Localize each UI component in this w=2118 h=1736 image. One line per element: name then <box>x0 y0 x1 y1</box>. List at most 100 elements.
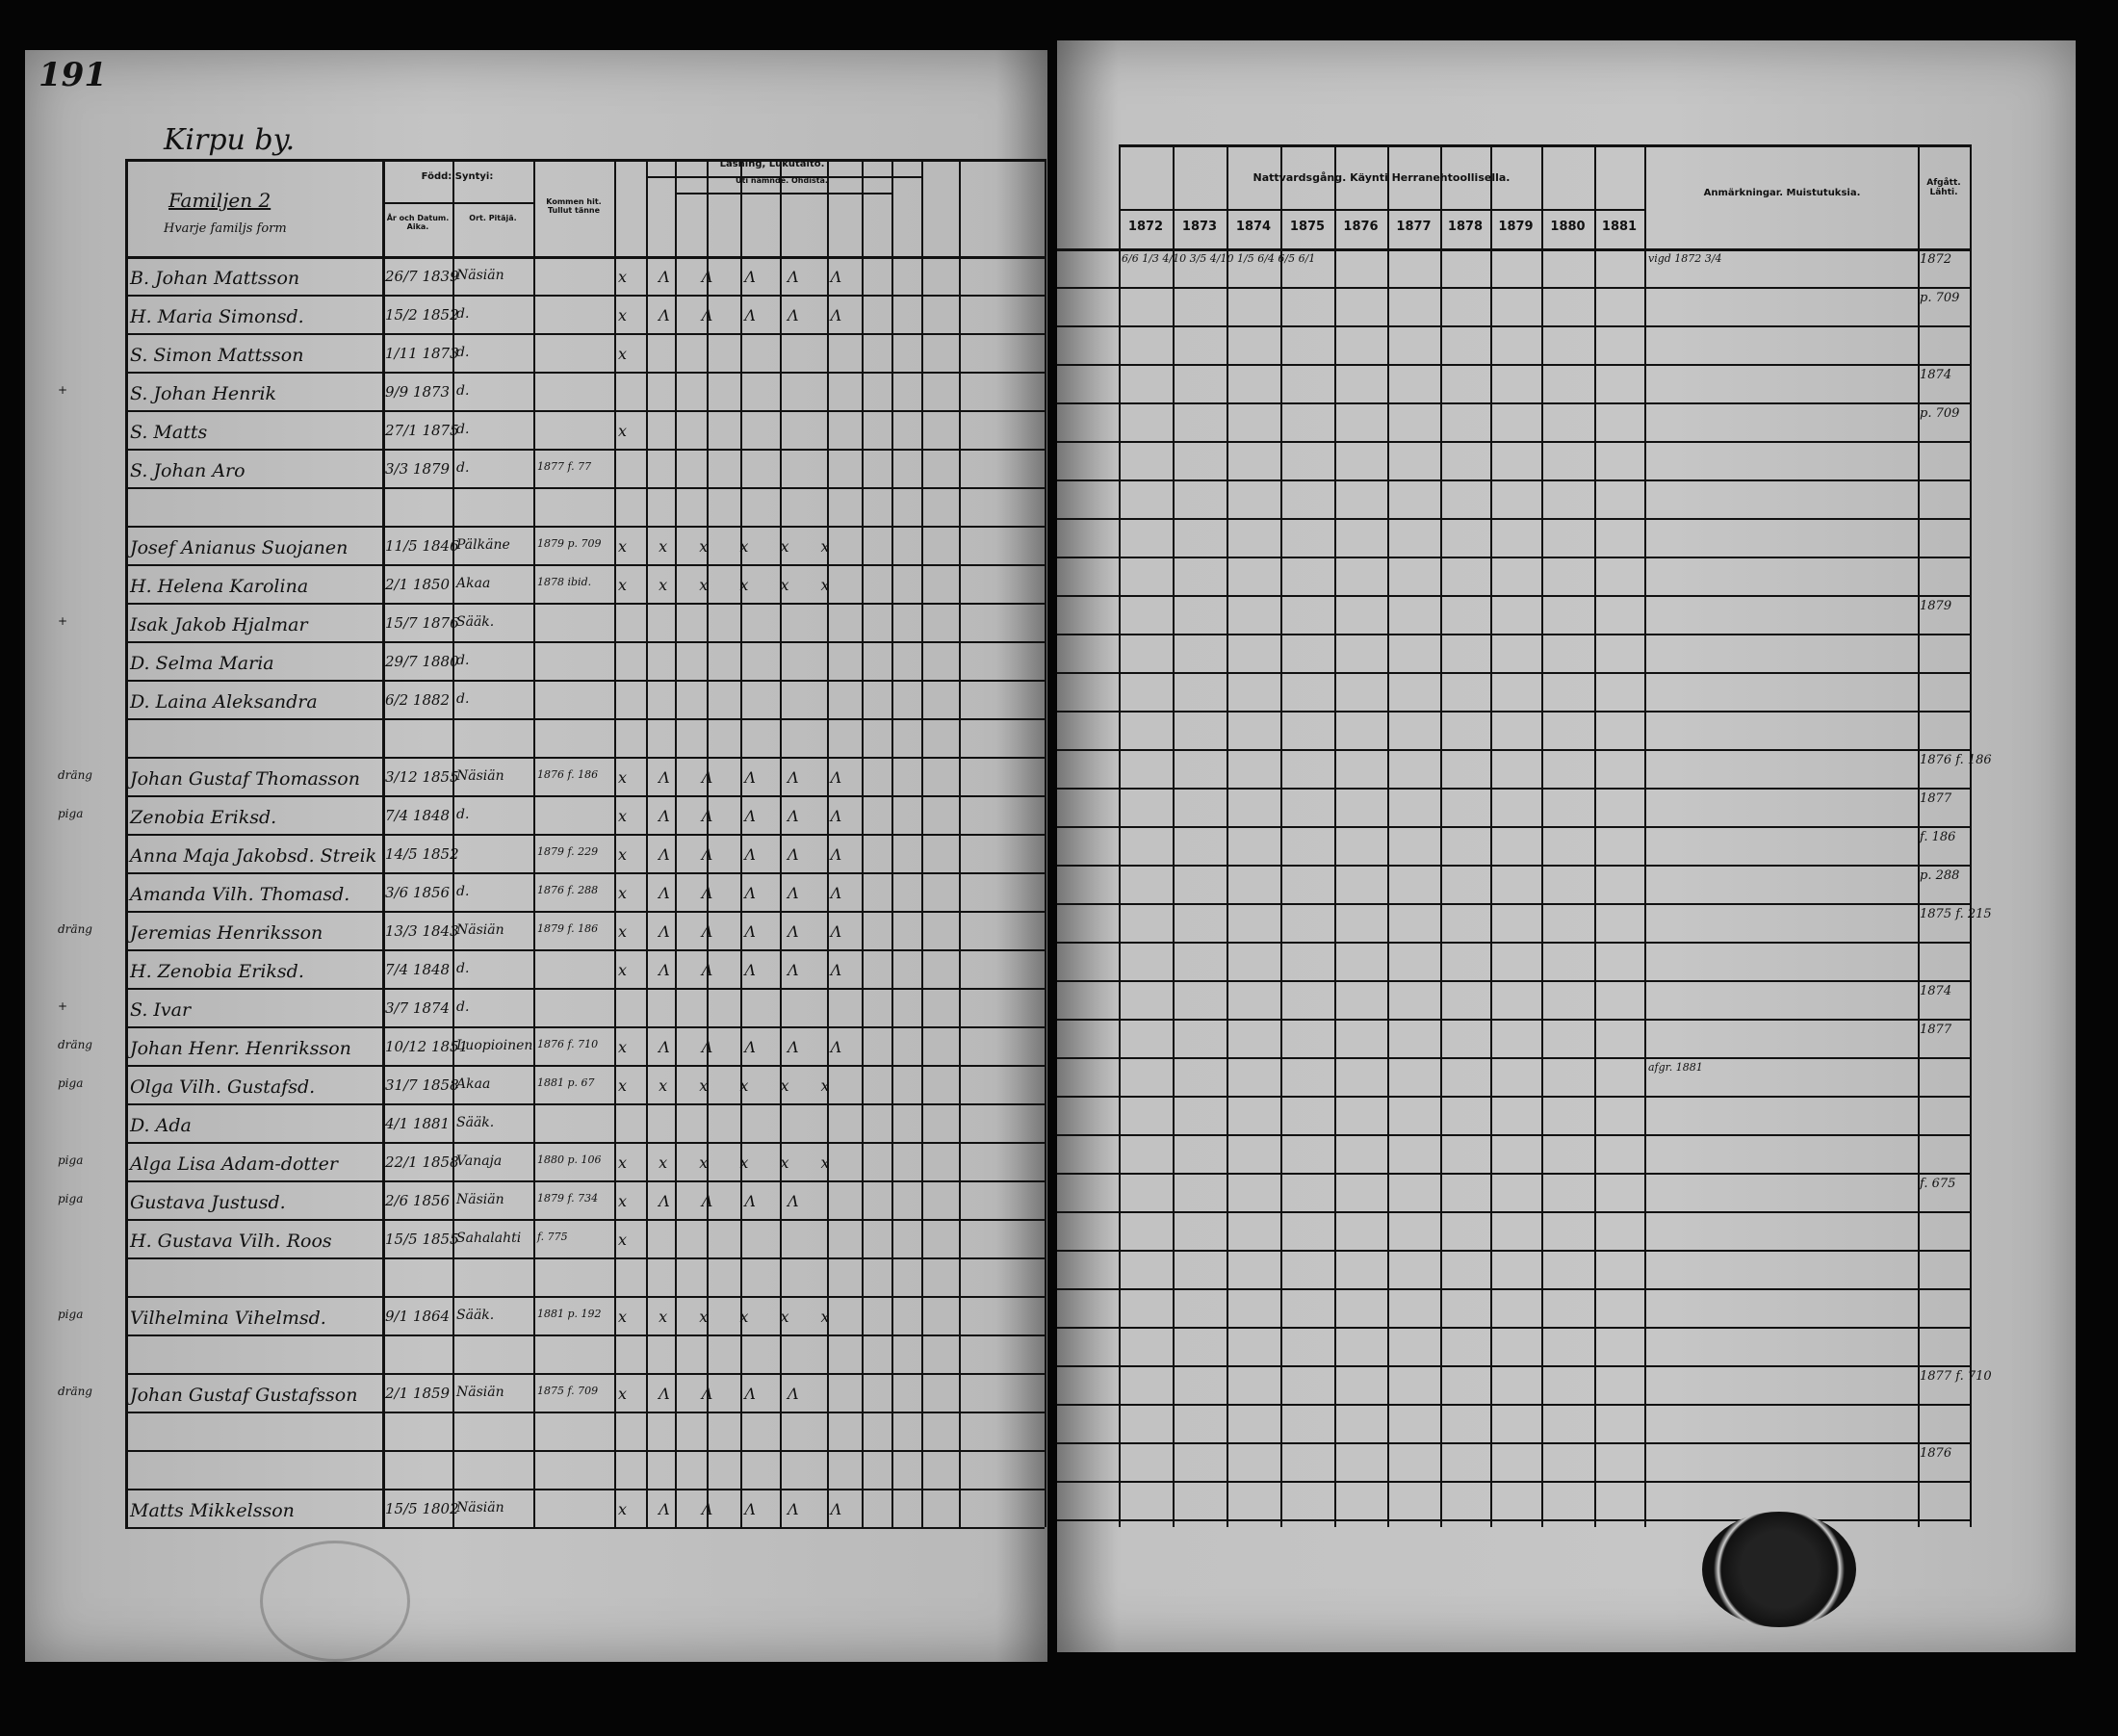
column-line <box>125 159 128 1527</box>
rule-line <box>125 795 1045 797</box>
row-name: S. Johan Aro <box>130 460 245 481</box>
row-parish: d. <box>456 653 470 668</box>
rule-line <box>125 1065 1045 1067</box>
row-name: H. Helena Karolina <box>130 576 309 597</box>
row-came: 1877 f. 77 <box>537 460 592 473</box>
row-came: 1881 p. 192 <box>537 1308 602 1320</box>
row-born: 6/2 1882 <box>385 691 451 709</box>
row-born: 4/1 1881 <box>385 1115 451 1132</box>
row-remark: vigd 1872 3/4 <box>1648 252 1722 265</box>
row-reading: x x x x x x <box>618 1308 843 1326</box>
faded-stamp <box>260 1541 410 1662</box>
column-line <box>740 159 742 1527</box>
rule-line <box>1057 595 1970 597</box>
rule-line <box>125 1219 1045 1221</box>
row-born: 15/5 1855 <box>385 1231 459 1248</box>
rule-line <box>1057 1211 1970 1213</box>
row-left: 1877 <box>1920 1023 1952 1037</box>
village-title: Kirpu by. <box>164 123 296 157</box>
rule-line <box>125 872 1045 874</box>
rule-line <box>1119 209 1644 211</box>
row-parish: d. <box>456 422 470 437</box>
header-born-parish: Ort. Pitäjä. <box>469 214 517 222</box>
row-came: 1881 p. 67 <box>537 1076 595 1089</box>
row-reading: x x x x x x <box>618 1153 843 1172</box>
rule-line <box>1057 402 1970 404</box>
row-name: H. Zenobia Eriksd. <box>130 961 304 982</box>
row-left: 1872 <box>1920 252 1952 267</box>
rule-line <box>125 1450 1045 1452</box>
row-parish: Näsiän <box>456 1500 504 1516</box>
column-line <box>891 159 893 1527</box>
rule-line <box>125 1103 1045 1105</box>
row-came: 1876 f. 710 <box>537 1038 599 1050</box>
rule-line <box>1057 826 1970 828</box>
row-parish: Näsiän <box>456 922 504 938</box>
row-parish: Pälkäne <box>456 537 510 553</box>
row-parish: Näsiän <box>456 1192 504 1207</box>
row-came: 1875 f. 709 <box>537 1385 599 1397</box>
row-reading: x Λ Λ Λ Λ Λ <box>618 1500 856 1518</box>
row-born: 14/5 1852 <box>385 845 459 863</box>
row-reading: x x x x x x <box>618 576 843 594</box>
row-left: 1874 <box>1920 368 1952 382</box>
communion-year-header: 1872 <box>1127 220 1164 234</box>
row-mark: piga <box>58 1153 84 1167</box>
row-parish: d. <box>456 691 470 707</box>
communion-year-header: 1880 <box>1550 220 1586 234</box>
row-left: 1876 f. 186 <box>1920 753 1992 767</box>
column-line <box>780 159 782 1527</box>
column-line <box>1227 144 1228 1527</box>
column-line <box>1119 144 1121 1527</box>
row-left: f. 186 <box>1920 830 1956 844</box>
column-line <box>1387 144 1389 1527</box>
row-reading: x <box>618 422 641 440</box>
row-name: Johan Gustaf Gustafsson <box>130 1385 358 1406</box>
rule-line <box>1057 1134 1970 1136</box>
rule-line <box>125 911 1045 913</box>
row-born: 3/3 1879 <box>385 460 451 478</box>
row-parish: d. <box>456 460 470 476</box>
row-parish: d. <box>456 884 470 899</box>
row-left: 1877 f. 710 <box>1920 1369 1992 1384</box>
rule-line <box>1057 441 1970 443</box>
rule-line <box>125 256 1045 259</box>
row-left: 1877 <box>1920 791 1952 806</box>
row-reading: x x x x x x <box>618 1076 843 1095</box>
row-born: 2/1 1850 <box>385 576 451 593</box>
row-parish: d. <box>456 383 470 399</box>
row-parish: d. <box>456 961 470 976</box>
row-mark: + <box>58 614 68 628</box>
rule-line <box>1057 248 1970 251</box>
row-born: 9/1 1864 <box>385 1308 451 1325</box>
row-born: 31/7 1858 <box>385 1076 459 1094</box>
row-name: Vilhelmina Vihelmsd. <box>130 1308 326 1329</box>
row-left: p. 709 <box>1920 291 1960 305</box>
column-line <box>959 159 961 1527</box>
rule-line <box>1057 1019 1970 1021</box>
row-born: 3/6 1856 <box>385 884 451 901</box>
row-came: 1878 ibid. <box>537 576 592 588</box>
row-born: 7/4 1848 <box>385 961 451 978</box>
column-line <box>382 159 385 1527</box>
column-line <box>1490 144 1492 1527</box>
header-came: Kommen hit. Tullut tänne <box>546 197 602 215</box>
column-line <box>646 159 648 1527</box>
rule-line <box>1057 1096 1970 1098</box>
row-left: 1879 <box>1920 599 1952 613</box>
header-communion: Nattvardsgång. Käynti Herranehtoollisell… <box>1253 171 1511 184</box>
rule-line <box>1057 672 1970 674</box>
column-line <box>1280 144 1282 1527</box>
row-name: Anna Maja Jakobsd. Streik <box>130 845 377 867</box>
header-reading-sub: Uti nämnde. Ohdista. <box>736 176 828 185</box>
rule-line <box>1057 1519 1970 1521</box>
column-line <box>707 159 709 1527</box>
row-came: 1879 p. 709 <box>537 537 602 550</box>
rule-line <box>1057 865 1970 867</box>
row-born: 27/1 1875 <box>385 422 459 439</box>
row-name: S. Matts <box>130 422 208 443</box>
row-parish: d. <box>456 999 470 1015</box>
row-name: H. Gustava Vilh. Roos <box>130 1231 332 1252</box>
rule-line <box>125 1412 1045 1413</box>
rule-line <box>1057 1057 1970 1059</box>
